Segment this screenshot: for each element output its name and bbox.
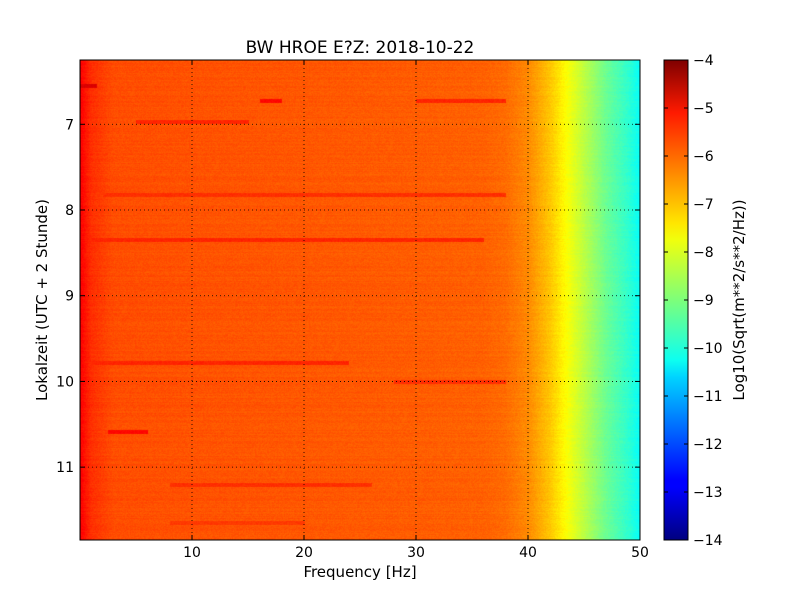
y-tick-label: 7 (65, 117, 74, 133)
colorbar: −4 −5 −6 −7 −8 −9 −10 −11 −12 −13 −14 Log10(Sqrt(m… (663, 53, 748, 549)
grid-lines (80, 60, 640, 540)
plot-frame (79, 59, 641, 541)
x-tick-label: 50 (631, 545, 649, 561)
colorbar-tick-label: −10 (693, 341, 723, 357)
x-tick-label: 40 (519, 545, 537, 561)
chart-title: BW HROE E?Z: 2018-10-22 (246, 38, 475, 58)
x-tick-label: 10 (183, 545, 201, 561)
y-axis-label: Lokalzeit (UTC + 2 Stunde) (33, 199, 51, 401)
colorbar-tick-label: −8 (693, 245, 714, 261)
y-tick-label: 11 (56, 460, 74, 476)
colorbar-tick-label: −9 (693, 293, 714, 309)
colorbar-tick-label: −7 (693, 197, 714, 213)
colorbar-ticks: −4 −5 −6 −7 −8 −9 −10 −11 −12 −13 −14 (664, 53, 723, 549)
spectrogram-heatmap (80, 60, 640, 540)
colorbar-tick-label: −12 (693, 437, 723, 453)
colorbar-tick-label: −4 (693, 53, 714, 69)
x-tick-label: 20 (295, 545, 313, 561)
colorbar-tick-label: −13 (693, 485, 723, 501)
colorbar-tick-label: −6 (693, 149, 714, 165)
x-axis-label: Frequency [Hz] (303, 563, 416, 581)
colorbar-label: Log10(Sqrt(m**2/s**2/Hz)) (730, 199, 748, 400)
x-tick-label: 30 (407, 545, 425, 561)
colorbar-tick-label: −11 (693, 389, 723, 405)
y-tick-label: 9 (65, 289, 74, 305)
y-tick-label: 8 (65, 203, 74, 219)
x-axis-ticks: 10 20 30 40 50 (183, 60, 649, 561)
colorbar-tick-label: −14 (693, 533, 723, 549)
y-tick-label: 10 (56, 374, 74, 390)
y-axis-ticks: 7 8 9 10 11 (56, 117, 640, 476)
plot-area: 10 20 30 40 50 7 8 9 10 11 (56, 59, 649, 561)
colorbar-tick-label: −5 (693, 101, 714, 117)
